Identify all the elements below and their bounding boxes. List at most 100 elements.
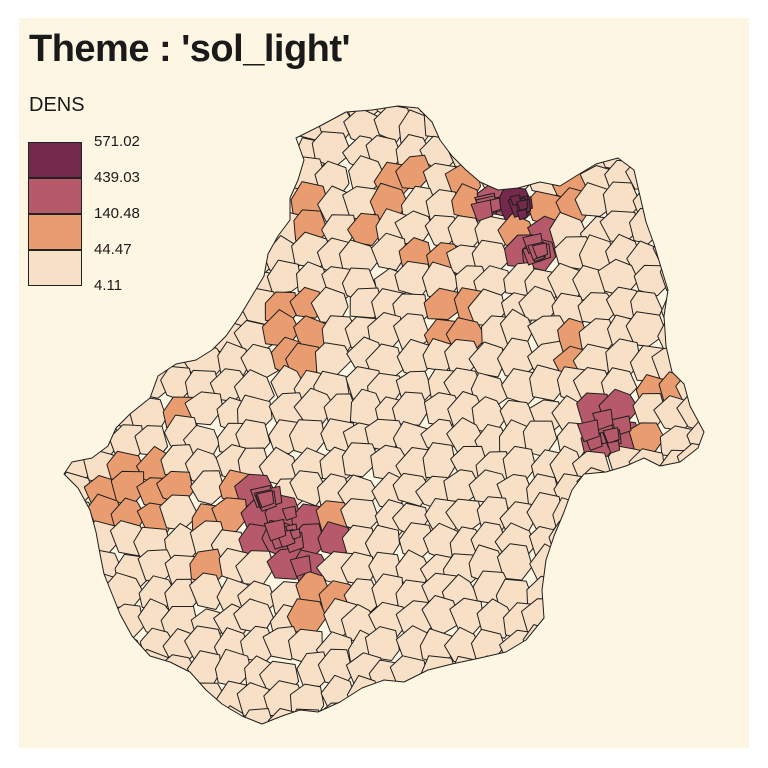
commune-polygon — [551, 624, 590, 663]
commune-polygon — [555, 600, 591, 638]
commune-polygon — [578, 580, 616, 614]
commune-polygon — [686, 705, 704, 724]
commune-polygon — [134, 136, 174, 173]
commune-polygon — [85, 398, 122, 432]
commune-polygon — [161, 263, 195, 303]
commune-polygon — [634, 523, 673, 562]
commune-polygon — [654, 525, 690, 564]
commune-polygon — [289, 708, 324, 724]
commune-polygon — [64, 283, 92, 325]
commune-polygon — [64, 210, 98, 251]
commune-polygon — [137, 185, 178, 221]
commune-polygon — [220, 215, 257, 252]
commune-polygon — [64, 607, 93, 644]
commune-polygon — [583, 681, 618, 721]
commune-polygon — [165, 312, 201, 353]
commune-polygon — [679, 165, 704, 199]
commune-polygon — [64, 708, 99, 724]
commune-polygon — [212, 159, 252, 200]
commune-polygon — [654, 109, 689, 145]
commune-polygon — [182, 234, 222, 273]
commune-polygon — [183, 283, 225, 320]
commune-polygon — [650, 674, 691, 712]
map-title: Theme : 'sol_light' — [29, 28, 351, 70]
commune-polygon — [658, 190, 695, 227]
commune-polygon — [443, 676, 484, 712]
commune-polygon — [64, 138, 98, 171]
commune-polygon — [110, 260, 147, 299]
commune-polygon — [497, 133, 535, 172]
commune-polygon — [448, 706, 484, 724]
commune-polygon — [476, 152, 515, 194]
commune-polygon — [499, 111, 536, 146]
commune-polygon — [133, 674, 174, 710]
commune-polygon — [423, 106, 460, 139]
commune-polygon — [571, 630, 609, 664]
commune-polygon — [450, 106, 491, 117]
commune-polygon — [506, 652, 540, 686]
commune-polygon — [64, 107, 92, 142]
commune-polygon — [161, 288, 201, 326]
commune-polygon — [64, 372, 71, 407]
commune-polygon — [602, 550, 637, 587]
commune-polygon — [531, 242, 549, 259]
commune-polygon — [137, 315, 175, 350]
commune-polygon — [80, 677, 120, 714]
commune-polygon — [364, 626, 400, 661]
commune-polygon — [64, 213, 71, 251]
commune-polygon — [218, 106, 254, 120]
commune-polygon — [64, 416, 70, 454]
legend-title: DENS — [29, 94, 85, 116]
legend-break-3: 140.48 — [94, 205, 140, 222]
commune-polygon — [682, 468, 704, 505]
commune-polygon — [189, 572, 226, 610]
commune-polygon — [629, 684, 668, 723]
commune-polygon — [64, 549, 93, 589]
commune-polygon — [64, 106, 91, 121]
commune-polygon — [64, 282, 66, 321]
commune-polygon — [263, 518, 287, 542]
commune-polygon — [681, 263, 704, 305]
commune-polygon — [583, 525, 620, 563]
commune-polygon — [83, 182, 120, 218]
commune-polygon — [603, 682, 642, 721]
commune-polygon — [77, 337, 115, 376]
commune-polygon — [552, 705, 588, 724]
commune-polygon — [602, 427, 620, 444]
commune-polygon — [256, 490, 275, 509]
commune-polygon — [655, 214, 695, 248]
commune-polygon — [64, 679, 100, 718]
commune-polygon — [623, 576, 665, 613]
legend-swatch-1 — [28, 142, 82, 178]
commune-polygon — [136, 106, 173, 143]
commune-polygon — [86, 264, 123, 305]
commune-polygon — [155, 130, 195, 168]
commune-polygon — [316, 702, 356, 724]
commune-polygon — [628, 106, 668, 140]
commune-polygon — [189, 470, 226, 505]
commune-polygon — [210, 184, 248, 220]
commune-polygon — [678, 603, 704, 639]
commune-polygon — [183, 701, 218, 724]
commune-polygon — [681, 576, 704, 614]
commune-polygon — [656, 625, 695, 662]
commune-polygon — [627, 545, 668, 581]
commune-polygon — [471, 709, 507, 724]
commune-polygon — [626, 106, 664, 113]
commune-polygon — [676, 520, 704, 558]
commune-polygon — [603, 703, 646, 724]
commune-polygon — [64, 654, 65, 690]
commune-polygon — [64, 259, 97, 299]
commune-polygon — [687, 294, 704, 332]
commune-polygon — [87, 289, 124, 325]
commune-polygon — [653, 162, 689, 197]
commune-polygon — [582, 496, 621, 535]
commune-polygon — [64, 139, 70, 177]
commune-polygon — [79, 106, 118, 142]
commune-polygon — [239, 185, 275, 219]
commune-polygon — [420, 655, 459, 694]
commune-polygon — [289, 555, 312, 578]
commune-polygon — [82, 653, 119, 690]
commune-polygon — [657, 476, 697, 511]
commune-polygon — [110, 239, 150, 277]
